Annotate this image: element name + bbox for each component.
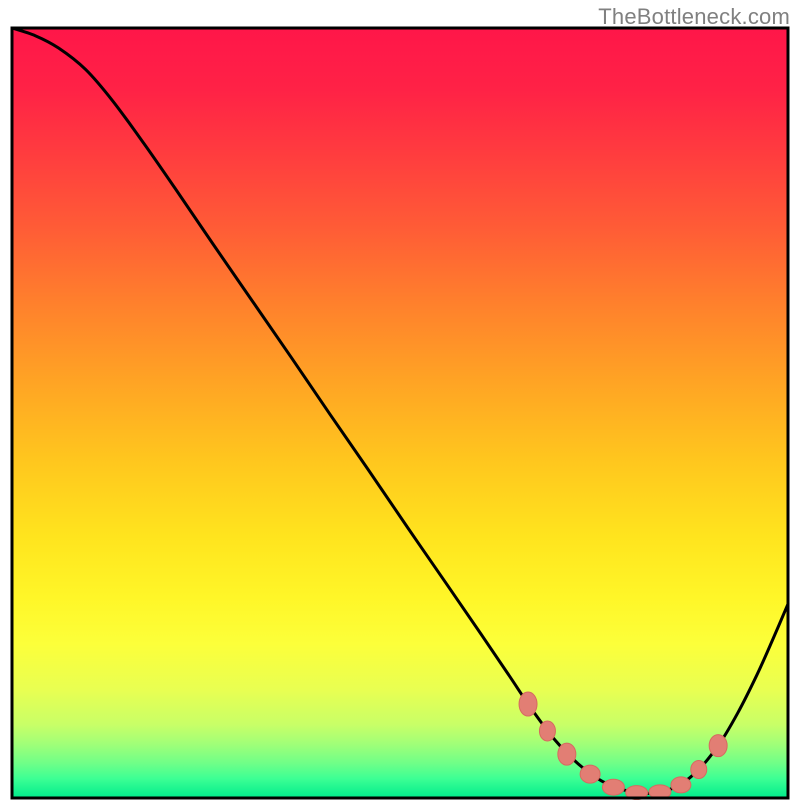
chart-background: [12, 28, 788, 798]
curve-marker: [671, 777, 691, 793]
curve-marker: [519, 692, 537, 716]
bottleneck-chart: [0, 0, 800, 800]
curve-marker: [691, 761, 707, 779]
curve-marker: [558, 743, 576, 765]
curve-marker: [580, 765, 600, 783]
curve-marker: [709, 735, 727, 757]
watermark-text: TheBottleneck.com: [598, 4, 790, 30]
curve-marker: [602, 779, 624, 795]
curve-marker: [539, 721, 555, 741]
